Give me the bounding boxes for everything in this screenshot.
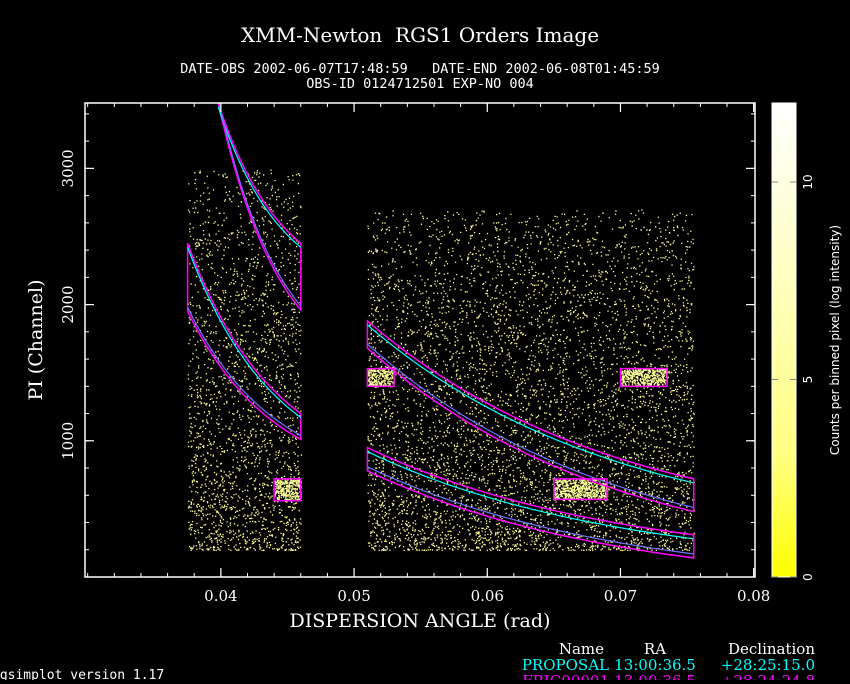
y-axis-ticks: 1000 2000 3000 xyxy=(59,113,755,551)
x-tick-label: 0.04 xyxy=(204,587,237,605)
y-axis-label: PI (Channel) xyxy=(25,279,47,400)
table-header-name: Name xyxy=(559,640,604,658)
order-region-order-2-right xyxy=(366,446,695,559)
colorbar-gradient xyxy=(772,103,796,577)
table-header-dec: Declination xyxy=(728,640,815,658)
source-box xyxy=(273,478,302,502)
proposal-track-order-2-left xyxy=(217,106,302,248)
x-tick-label: 0.06 xyxy=(471,587,504,605)
table-row-dec: +28:24:24.8 xyxy=(721,672,815,680)
x-axis-ticks: 0.04 0.05 0.06 0.07 0.08 xyxy=(87,103,770,605)
proposal-track-order-2-right xyxy=(367,466,694,555)
colorbar-tick-label: 0 xyxy=(801,573,815,581)
chart-subtitle-obsid: OBS-ID 0124712501 EXP-NO 004 xyxy=(306,76,534,92)
x-tick-label: 0.07 xyxy=(604,587,637,605)
proposal-track-order-2-right xyxy=(367,451,694,540)
y-tick-label: 2000 xyxy=(59,285,77,323)
table-row-name: PROPOSAL xyxy=(522,656,609,674)
table-row-ra: 13:00:36.5 xyxy=(614,656,696,674)
table-row-name: FRIC00001 xyxy=(522,672,609,680)
x-tick-label: 0.05 xyxy=(337,587,370,605)
y-tick-label: 3000 xyxy=(59,149,77,187)
colorbar-ticks: 0 5 10 xyxy=(772,174,815,581)
table-header-ra: RA xyxy=(644,640,666,658)
x-tick-label: 0.08 xyxy=(737,587,770,605)
colorbar-frame xyxy=(771,102,797,578)
order-region-order-2-left xyxy=(217,103,302,313)
order-region-order-1-left xyxy=(186,243,302,441)
version-label: rgsimplot version 1.17 xyxy=(0,668,164,680)
proposal-track-order-1-left xyxy=(187,247,302,419)
order-region-order-1-right xyxy=(366,319,695,513)
plot-frame xyxy=(84,102,756,578)
chart-title: XMM-Newton RGS1 Orders Image xyxy=(241,23,599,47)
source-box xyxy=(553,478,608,501)
source-table: Name RA Declination PROPOSAL 13:00:36.5 … xyxy=(522,640,815,684)
source-box xyxy=(619,367,668,388)
proposal-track-order-1-right xyxy=(367,324,694,484)
proposal-track-order-2-left xyxy=(218,103,302,307)
colorbar-tick-label: 10 xyxy=(801,174,815,189)
x-axis-label: DISPERSION ANGLE (rad) xyxy=(290,610,551,632)
table-row-ra: 13:00:36.5 xyxy=(614,672,696,680)
proposal-track-order-1-right xyxy=(367,343,694,509)
proposal-track-order-1-left xyxy=(187,307,302,436)
colorbar-tick-label: 5 xyxy=(801,376,815,384)
y-tick-label: 1000 xyxy=(59,422,77,460)
table-row-dec: +28:25:15.0 xyxy=(721,656,815,674)
extraction-regions xyxy=(186,103,695,559)
chart-subtitle-dates: DATE-OBS 2002-06-07T17:48:59 DATE-END 20… xyxy=(180,61,660,77)
colorbar-label: Counts per binned pixel (log intensity) xyxy=(828,225,842,455)
source-box xyxy=(366,367,395,388)
